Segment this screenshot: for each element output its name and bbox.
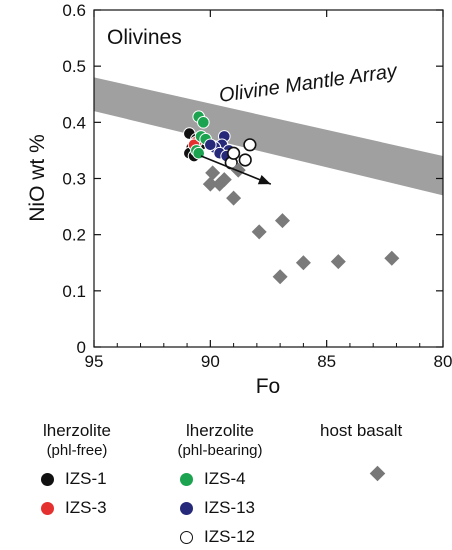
- x-tick-label-85: 85: [317, 352, 336, 371]
- legend-group-phl-bearing: lherzolite (phl-bearing): [165, 421, 275, 461]
- trend-arrow-shaft: [200, 155, 272, 185]
- y-tick-label-0.4: 0.4: [62, 113, 86, 132]
- y-tick-label-0.6: 0.6: [62, 1, 86, 20]
- legend-marker-izs12: [180, 530, 193, 544]
- point-host-basalt: [272, 269, 288, 285]
- point-host-basalt: [216, 172, 232, 188]
- legend-group-phl-free-title: lherzolite: [42, 421, 112, 440]
- point-host-basalt: [384, 250, 400, 266]
- point-host-basalt: [205, 165, 221, 181]
- x-tick-label-90: 90: [201, 352, 220, 371]
- legend-group-phl-free-sub: (phl-free): [46, 442, 108, 459]
- x-axis-title: Fo: [256, 375, 281, 398]
- legend-item-izs3: IZS-3: [41, 497, 107, 519]
- y-tick-label-0.3: 0.3: [62, 170, 86, 189]
- legend-item-izs12: IZS-12: [180, 526, 255, 548]
- legend-label-izs3: IZS-3: [65, 498, 107, 517]
- legend-group-phl-bearing-title: lherzolite: [185, 421, 255, 440]
- legend-group-phl-bearing-sub: (phl-bearing): [177, 442, 263, 459]
- point-izs-13: [204, 138, 217, 152]
- band-label: Olivine Mantle Array: [218, 60, 400, 107]
- legend-group-phl-free: lherzolite (phl-free): [32, 421, 122, 461]
- legend-marker-izs3: [41, 501, 54, 515]
- point-izs-12: [238, 153, 252, 167]
- x-tick-label-80: 80: [434, 352, 452, 371]
- y-tick-label-0: 0: [77, 338, 86, 357]
- trend-arrow-head: [257, 174, 271, 185]
- point-izs-12: [227, 146, 241, 160]
- legend-label-izs12: IZS-12: [204, 527, 256, 546]
- legend-label-izs4: IZS-4: [204, 469, 246, 488]
- legend-label-izs13: IZS-13: [204, 498, 256, 517]
- mantle-array-band: [94, 77, 443, 196]
- y-tick-label-0.1: 0.1: [62, 282, 86, 301]
- point-izs-12: [243, 138, 257, 152]
- legend-item-izs4: IZS-4: [180, 468, 246, 490]
- point-izs-4: [197, 116, 210, 129]
- y-tick-label-0.2: 0.2: [62, 226, 86, 245]
- legend-label-izs1: IZS-1: [65, 469, 107, 488]
- y-tick-label-0.5: 0.5: [62, 57, 86, 76]
- point-host-basalt: [230, 162, 246, 178]
- legend-item-izs13: IZS-13: [180, 497, 255, 519]
- scatter-plot: 95 90 85 80 0 0.1 0.2 0.3 0.4 0.5 0.6 Olivine Mant…: [26, 1, 452, 398]
- point-host-basalt: [330, 254, 346, 270]
- y-axis-title: NiO wt %: [26, 134, 49, 222]
- point-host-basalt: [274, 213, 290, 229]
- legend-group-host-basalt-title: host basalt: [320, 421, 403, 440]
- x-tick-label-95: 95: [85, 352, 104, 371]
- point-host-basalt: [226, 190, 242, 206]
- legend-marker-izs13: [180, 501, 193, 515]
- legend-marker-izs1: [41, 472, 54, 486]
- point-host-basalt: [295, 255, 311, 271]
- legend-group-host-basalt: host basalt: [320, 421, 440, 441]
- plot-title: Olivines: [107, 26, 182, 49]
- point-host-basalt: [251, 224, 267, 240]
- legend-marker-izs4: [180, 472, 193, 486]
- point-host-basalt: [202, 176, 218, 192]
- legend-marker-host-basalt: [369, 465, 386, 482]
- legend-item-izs1: IZS-1: [41, 468, 107, 490]
